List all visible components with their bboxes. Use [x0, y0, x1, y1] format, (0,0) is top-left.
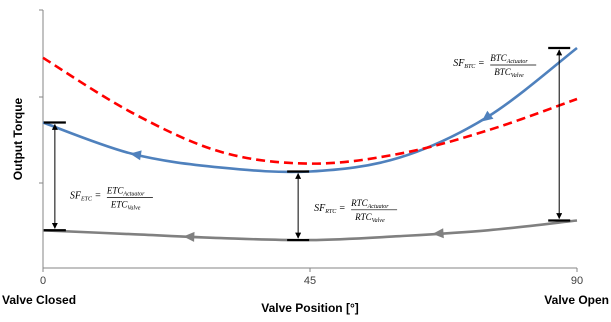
equation-denominator: BTCValve [494, 67, 524, 79]
safety-factor-equation: SFRTC = RTCActuator RTCValve [314, 198, 398, 224]
equation-lhs: SFRTC = [314, 203, 345, 215]
safety-factor-equation: SFBTC = BTCActuator BTCValve [453, 53, 537, 79]
x-tick-label: 45 [304, 275, 316, 287]
series-layer [42, 46, 578, 242]
equation-numerator: RTCActuator [350, 198, 389, 210]
safety-factor-bracket [548, 46, 571, 222]
direction-arrow [129, 150, 142, 161]
equation-denominator: RTCValve [354, 212, 385, 224]
equation-lhs: SFBTC = [453, 58, 484, 70]
equation-denominator: ETCValve [110, 199, 141, 211]
series-line-valve-2 [42, 219, 578, 242]
safety-factor-bracket [43, 121, 66, 232]
x-tick-label: 0 [40, 275, 46, 287]
equation-numerator: ETCActuator [106, 185, 145, 197]
direction-arrow [481, 110, 494, 122]
series-line-valve-1 [42, 56, 578, 165]
equation-lhs: SFETC = [70, 190, 101, 202]
safety-factor-bracket [287, 170, 310, 242]
equation-numerator: BTCActuator [490, 53, 528, 65]
text-layer: Output Torque Valve Position [°] Valve C… [2, 97, 609, 315]
safety-factor-equation: SFETC = ETCActuator ETCValve [70, 185, 153, 211]
y-axis-title: Output Torque [11, 97, 25, 180]
valve-closed-label: Valve Closed [2, 293, 76, 307]
plot-axes: 0 45 90 [39, 9, 583, 287]
annotation-layer: SFETC = ETCActuator ETCValve SFRTC = RTCActu… [43, 46, 571, 242]
direction-arrow [183, 231, 195, 242]
valve-open-label: Valve Open [544, 293, 609, 307]
direction-arrow [432, 228, 444, 239]
x-axis-title: Valve Position [°] [261, 301, 359, 315]
x-tick-label: 90 [571, 275, 583, 287]
